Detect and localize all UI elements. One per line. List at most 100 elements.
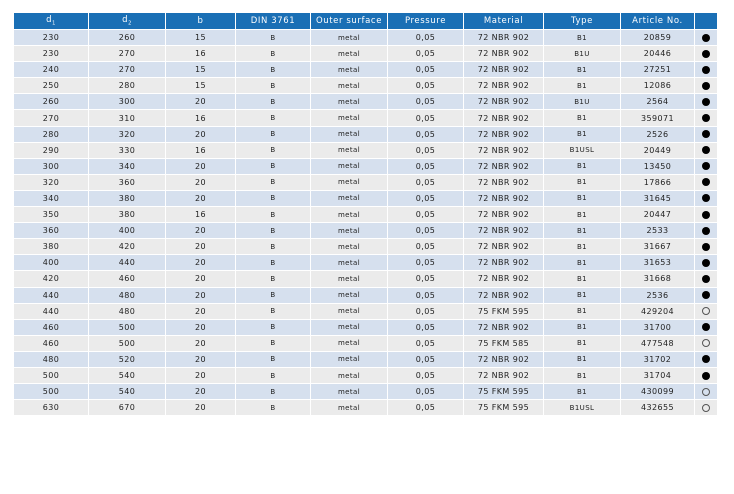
cell-availability bbox=[694, 350, 718, 368]
cell-type: B1 bbox=[543, 222, 621, 240]
cell-b: 20 bbox=[165, 286, 236, 304]
cell-b: 16 bbox=[165, 45, 236, 63]
header-row: d1 d2 b DIN 3761 Outer surface Pressure … bbox=[13, 12, 718, 30]
cell-d2: 480 bbox=[88, 302, 166, 320]
cell-b: 15 bbox=[165, 28, 236, 47]
cell-availability bbox=[694, 28, 718, 47]
cell-outer-surface: metal bbox=[310, 222, 388, 240]
cell-outer-surface: metal bbox=[310, 302, 388, 320]
cell-article-no: 2533 bbox=[620, 222, 695, 240]
cell-type: B1USL bbox=[543, 141, 621, 159]
cell-material: 72 NBR 902 bbox=[463, 318, 544, 336]
cell-b: 20 bbox=[165, 157, 236, 175]
cell-pressure: 0,05 bbox=[387, 286, 464, 304]
cell-pressure: 0,05 bbox=[387, 302, 464, 320]
cell-b: 20 bbox=[165, 189, 236, 208]
cell-d2: 320 bbox=[88, 125, 166, 143]
cell-availability bbox=[694, 318, 718, 336]
cell-article-no: 2564 bbox=[620, 93, 695, 111]
cell-pressure: 0,05 bbox=[387, 206, 464, 224]
cell-article-no: 31704 bbox=[620, 366, 695, 385]
filled-circle-icon bbox=[702, 114, 710, 123]
cell-type: B1 bbox=[543, 206, 621, 224]
col-pressure: Pressure bbox=[387, 12, 464, 30]
cell-b: 20 bbox=[165, 302, 236, 320]
cell-material: 72 NBR 902 bbox=[463, 77, 544, 95]
cell-d1: 360 bbox=[13, 222, 89, 240]
col-article-no: Article No. bbox=[620, 12, 695, 30]
cell-article-no: 20446 bbox=[620, 45, 695, 63]
cell-d1: 230 bbox=[13, 28, 89, 47]
cell-outer-surface: metal bbox=[310, 189, 388, 208]
cell-b: 20 bbox=[165, 222, 236, 240]
cell-din: B bbox=[235, 61, 311, 79]
cell-b: 15 bbox=[165, 61, 236, 79]
cell-availability bbox=[694, 61, 718, 79]
cell-d1: 630 bbox=[13, 399, 89, 417]
cell-material: 72 NBR 902 bbox=[463, 109, 544, 127]
filled-circle-icon bbox=[702, 323, 710, 332]
cell-outer-surface: metal bbox=[310, 238, 388, 256]
cell-d1: 260 bbox=[13, 93, 89, 111]
cell-din: B bbox=[235, 77, 311, 95]
cell-d1: 440 bbox=[13, 286, 89, 304]
cell-d1: 350 bbox=[13, 206, 89, 224]
cell-d2: 330 bbox=[88, 141, 166, 159]
cell-availability bbox=[694, 173, 718, 191]
cell-pressure: 0,05 bbox=[387, 222, 464, 240]
cell-d2: 540 bbox=[88, 383, 166, 401]
cell-d1: 300 bbox=[13, 157, 89, 175]
cell-availability bbox=[694, 157, 718, 175]
cell-din: B bbox=[235, 350, 311, 368]
cell-outer-surface: metal bbox=[310, 318, 388, 336]
cell-availability bbox=[694, 270, 718, 288]
cell-pressure: 0,05 bbox=[387, 254, 464, 272]
cell-b: 20 bbox=[165, 350, 236, 368]
cell-availability bbox=[694, 399, 718, 417]
cell-article-no: 20859 bbox=[620, 28, 695, 47]
cell-material: 72 NBR 902 bbox=[463, 286, 544, 304]
cell-d2: 280 bbox=[88, 77, 166, 95]
filled-circle-icon bbox=[702, 65, 710, 74]
cell-material: 72 NBR 902 bbox=[463, 206, 544, 224]
cell-din: B bbox=[235, 270, 311, 288]
cell-b: 15 bbox=[165, 77, 236, 95]
cell-outer-surface: metal bbox=[310, 93, 388, 111]
cell-type: B1 bbox=[543, 157, 621, 175]
cell-article-no: 31668 bbox=[620, 270, 695, 288]
cell-availability bbox=[694, 77, 718, 95]
cell-material: 72 NBR 902 bbox=[463, 238, 544, 256]
cell-d2: 340 bbox=[88, 157, 166, 175]
cell-pressure: 0,05 bbox=[387, 318, 464, 336]
cell-material: 72 NBR 902 bbox=[463, 141, 544, 159]
cell-din: B bbox=[235, 45, 311, 63]
col-b: b bbox=[165, 12, 236, 30]
cell-outer-surface: metal bbox=[310, 383, 388, 401]
cell-d2: 300 bbox=[88, 93, 166, 111]
cell-pressure: 0,05 bbox=[387, 399, 464, 417]
cell-b: 20 bbox=[165, 173, 236, 191]
cell-pressure: 0,05 bbox=[387, 173, 464, 191]
cell-d1: 250 bbox=[13, 77, 89, 95]
cell-d2: 500 bbox=[88, 318, 166, 336]
cell-availability bbox=[694, 383, 718, 401]
cell-d2: 270 bbox=[88, 45, 166, 63]
cell-article-no: 31700 bbox=[620, 318, 695, 336]
cell-b: 16 bbox=[165, 206, 236, 224]
filled-circle-icon bbox=[702, 355, 710, 364]
cell-pressure: 0,05 bbox=[387, 77, 464, 95]
cell-d1: 460 bbox=[13, 334, 89, 352]
cell-pressure: 0,05 bbox=[387, 125, 464, 143]
cell-d2: 670 bbox=[88, 399, 166, 417]
